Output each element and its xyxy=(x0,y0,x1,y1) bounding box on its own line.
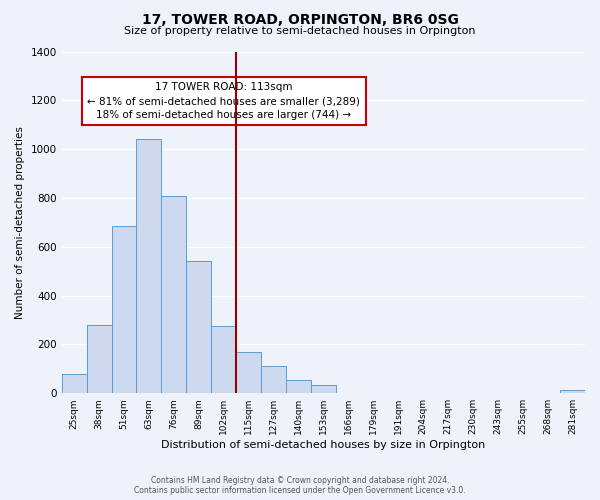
X-axis label: Distribution of semi-detached houses by size in Orpington: Distribution of semi-detached houses by … xyxy=(161,440,485,450)
Bar xyxy=(560,390,585,393)
Bar xyxy=(86,325,112,393)
Bar xyxy=(311,384,336,393)
Bar xyxy=(286,380,311,393)
Bar xyxy=(236,352,261,393)
Bar xyxy=(186,262,211,393)
Bar xyxy=(211,326,236,393)
Text: 17, TOWER ROAD, ORPINGTON, BR6 0SG: 17, TOWER ROAD, ORPINGTON, BR6 0SG xyxy=(142,12,458,26)
Bar xyxy=(62,374,86,393)
Text: Size of property relative to semi-detached houses in Orpington: Size of property relative to semi-detach… xyxy=(124,26,476,36)
Text: 17 TOWER ROAD: 113sqm
← 81% of semi-detached houses are smaller (3,289)
18% of s: 17 TOWER ROAD: 113sqm ← 81% of semi-deta… xyxy=(88,82,361,120)
Bar xyxy=(261,366,286,393)
Bar xyxy=(112,226,136,393)
Y-axis label: Number of semi-detached properties: Number of semi-detached properties xyxy=(15,126,25,319)
Bar xyxy=(161,196,186,393)
Bar xyxy=(136,139,161,393)
Text: Contains HM Land Registry data © Crown copyright and database right 2024.
Contai: Contains HM Land Registry data © Crown c… xyxy=(134,476,466,495)
